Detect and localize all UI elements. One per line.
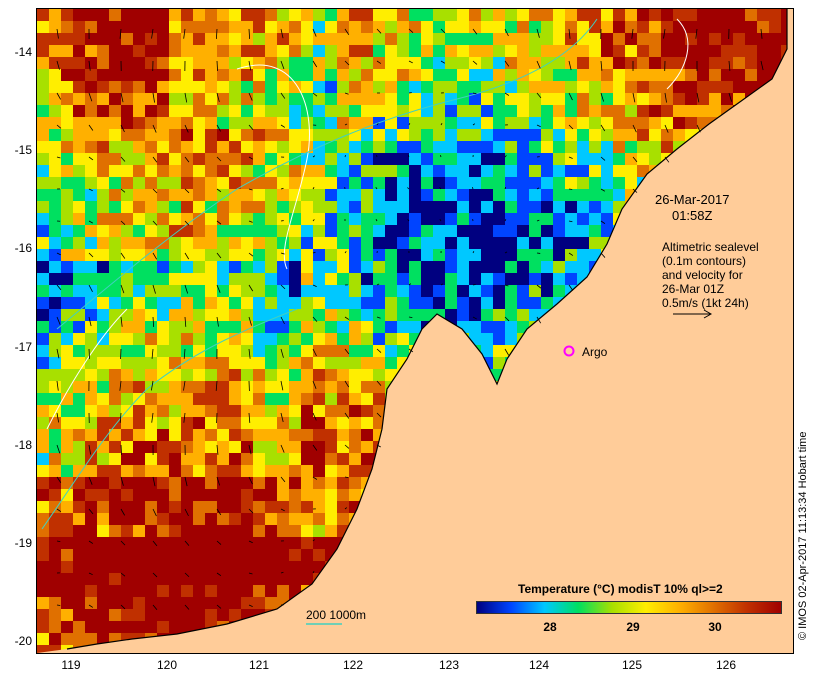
x-tick-label: 121 xyxy=(248,658,270,672)
x-tick-label: 125 xyxy=(621,658,643,672)
colorbar-tick: 29 xyxy=(626,620,640,634)
altimetry-line: 26-Mar 01Z xyxy=(662,282,725,296)
map-timestamp: 26-Mar-2017 01:58Z xyxy=(655,192,729,224)
altimetry-line: 0.5m/s (1kt 24h) xyxy=(662,296,749,310)
x-tick-label: 124 xyxy=(528,658,550,672)
sst-map xyxy=(36,8,794,654)
magenta-circle-icon xyxy=(563,345,575,357)
altimetry-line: Altimetric sealevel xyxy=(662,240,759,254)
y-tick-label: -16 xyxy=(14,241,32,255)
legend-title: Temperature (°C) modisT 10% ql>=2 xyxy=(518,582,723,596)
y-tick-label: -19 xyxy=(14,536,32,550)
x-tick-label: 126 xyxy=(715,658,737,672)
y-tick-label: -20 xyxy=(14,634,32,648)
colorbar-tick: 30 xyxy=(708,620,722,634)
x-tick-label: 119 xyxy=(61,658,81,672)
copyright-text: © IMOS 02-Apr-2017 11:13:34 Hobart time xyxy=(797,431,809,640)
timestamp-date: 26-Mar-2017 xyxy=(655,192,730,207)
sst-map-image xyxy=(37,9,793,653)
y-tick-label: -14 xyxy=(14,45,32,59)
arrow-right-icon xyxy=(673,309,713,319)
altimetry-line: and velocity for xyxy=(662,268,743,282)
argo-label: Argo xyxy=(582,345,608,359)
bathymetry-scale-line xyxy=(306,623,342,625)
x-tick-label: 122 xyxy=(342,658,364,672)
altimetry-annotation: Altimetric sealevel (0.1m contours) and … xyxy=(662,240,759,310)
x-tick-label: 120 xyxy=(156,658,178,672)
timestamp-time: 01:58Z xyxy=(671,208,713,223)
bathymetry-scale-label: 200 1000m xyxy=(306,608,367,622)
y-tick-label: -18 xyxy=(14,438,32,452)
x-tick-label: 123 xyxy=(438,658,460,672)
temperature-colorbar xyxy=(476,601,782,614)
y-tick-label: -17 xyxy=(14,340,32,354)
y-tick-label: -15 xyxy=(14,143,32,157)
colorbar-tick: 28 xyxy=(543,620,557,634)
altimetry-line: (0.1m contours) xyxy=(662,254,747,268)
